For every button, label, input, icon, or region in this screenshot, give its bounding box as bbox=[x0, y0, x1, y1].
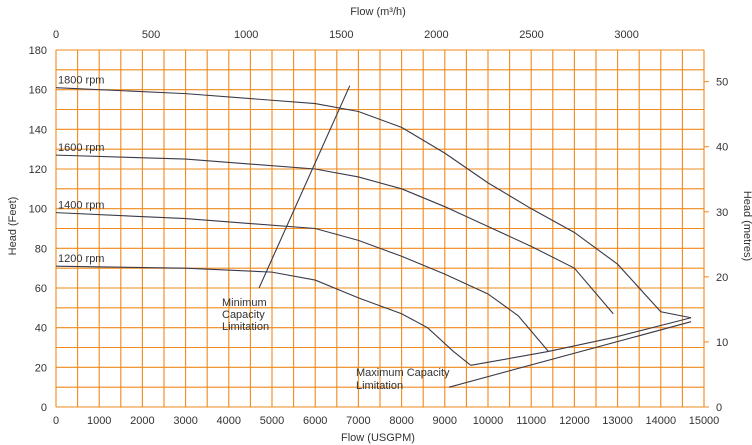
x2-tick-label: 1500 bbox=[329, 29, 353, 41]
y2-tick-label: 30 bbox=[716, 207, 728, 219]
x2-tick-label: 1000 bbox=[234, 29, 258, 41]
curves: 1800 rpm 1600 rpm 1400 rpm 1200 rpm bbox=[55, 75, 692, 366]
x-tick-label: 10000 bbox=[473, 415, 504, 427]
curve-1200-rpm bbox=[55, 265, 472, 366]
y2-tick-label: 0 bbox=[716, 402, 722, 414]
y-tick-label: 140 bbox=[29, 124, 47, 136]
y2-tick-label: 40 bbox=[716, 142, 728, 154]
curve-1800-rpm bbox=[55, 87, 692, 319]
curve-label: 1200 rpm bbox=[58, 253, 104, 265]
y-tick-label: 80 bbox=[35, 243, 47, 255]
x2-tick-label: 2000 bbox=[424, 29, 448, 41]
x-tick-label: 9000 bbox=[433, 415, 457, 427]
max-capacity-line bbox=[448, 321, 692, 388]
x-tick-label: 11000 bbox=[516, 415, 546, 427]
curve-1400-rpm bbox=[55, 212, 549, 352]
min-capacity-label: Capacity bbox=[222, 309, 265, 321]
grid bbox=[55, 49, 705, 408]
x-tick-label: 8000 bbox=[389, 415, 413, 427]
y-tick-label: 40 bbox=[35, 323, 47, 335]
curve-label: 1600 rpm bbox=[58, 142, 104, 154]
y-tick-label: 20 bbox=[35, 362, 47, 374]
x2-tick-label: 500 bbox=[142, 29, 160, 41]
x-tick-label: 2000 bbox=[130, 415, 154, 427]
curve-1600-rpm bbox=[55, 154, 614, 315]
max-capacity-line bbox=[470, 317, 692, 366]
y-tick-label: 180 bbox=[29, 45, 47, 57]
y-tick-label: 160 bbox=[29, 85, 47, 97]
top-axis-label: Flow (m³/h) bbox=[350, 6, 406, 18]
x2-tick-label: 2500 bbox=[519, 29, 543, 41]
x-tick-label: 4000 bbox=[217, 415, 241, 427]
x-tick-label: 7000 bbox=[346, 415, 370, 427]
max-capacity-label: Limitation bbox=[356, 380, 403, 392]
axes: 0 1000 2000 3000 4000 5000 6000 7000 8000 9000 100… bbox=[29, 29, 729, 427]
x-tick-label: 5000 bbox=[260, 415, 284, 427]
y2-tick-label: 10 bbox=[716, 337, 728, 349]
x2-tick-label: 3000 bbox=[614, 29, 638, 41]
min-capacity-label: Minimum bbox=[222, 297, 267, 309]
curve-label: 1800 rpm bbox=[58, 75, 104, 87]
y-axis-label: Head (Feet) bbox=[7, 197, 19, 256]
y-tick-label: 120 bbox=[29, 164, 47, 176]
y-tick-label: 0 bbox=[41, 402, 47, 414]
x-tick-label: 14000 bbox=[646, 415, 677, 427]
y2-tick-label: 20 bbox=[716, 272, 728, 284]
x-tick-label: 15000 bbox=[689, 415, 720, 427]
x2-tick-label: 0 bbox=[53, 29, 59, 41]
min-capacity-line bbox=[258, 85, 351, 289]
max-capacity-label: Maximum Capacity bbox=[356, 367, 450, 379]
y-tick-label: 60 bbox=[35, 283, 47, 295]
min-capacity-label: Limitation bbox=[222, 321, 269, 333]
y2-axis-label: Head (metres) bbox=[741, 191, 752, 261]
x-tick-label: 1000 bbox=[87, 415, 111, 427]
y-tick-label: 100 bbox=[29, 204, 47, 216]
curve-label: 1400 rpm bbox=[58, 200, 104, 212]
x-axis-label: Flow (USGPM) bbox=[341, 432, 415, 444]
x-tick-label: 13000 bbox=[602, 415, 633, 427]
x-tick-label: 12000 bbox=[559, 415, 590, 427]
x-tick-label: 0 bbox=[53, 415, 59, 427]
x-tick-label: 3000 bbox=[173, 415, 197, 427]
x-tick-label: 6000 bbox=[303, 415, 327, 427]
y2-tick-label: 50 bbox=[716, 77, 728, 89]
